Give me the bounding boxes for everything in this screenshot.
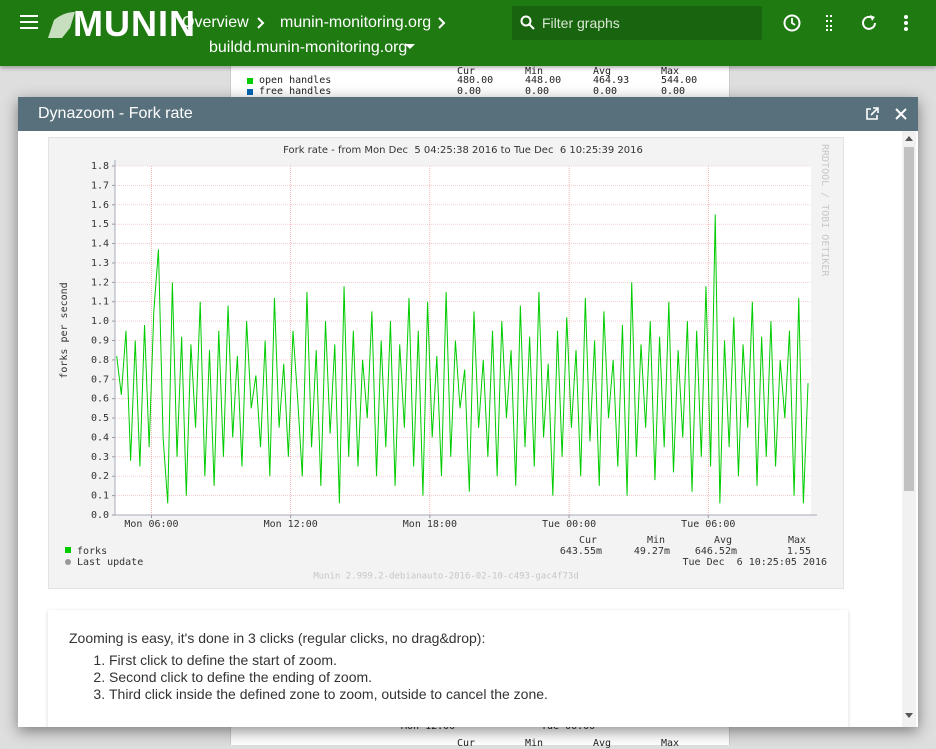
col-header: Min — [525, 738, 544, 749]
refresh-button[interactable] — [860, 14, 878, 32]
close-button[interactable] — [895, 108, 907, 120]
grid-button[interactable] — [826, 14, 834, 32]
cell: 0.00 — [661, 86, 686, 97]
chart: Fork rate - from Mon Dec 5 04:25:38 2016… — [59, 144, 830, 582]
y-tick-label: 0.7 — [91, 374, 109, 385]
stat-header: Max — [788, 535, 806, 546]
stat-header: Avg — [714, 535, 732, 546]
scroll-down[interactable] — [905, 713, 913, 719]
chevron — [438, 17, 446, 29]
scroll-thumb[interactable] — [904, 147, 914, 491]
stat-value: 646.52m — [695, 546, 737, 557]
instruction-step: Third click inside the defined zone to z… — [109, 686, 548, 703]
y-tick-label: 0.5 — [91, 413, 109, 424]
y-tick-label: 1.5 — [91, 219, 109, 230]
modal-title-bar: Dynazoom - Fork rate — [18, 97, 918, 131]
chart-footer: Munin 2.999.2-debianauto-2016-02-10-c493… — [313, 572, 579, 582]
dropdown-arrow[interactable] — [405, 44, 415, 50]
logo-mark — [48, 12, 75, 38]
col-header: Max — [661, 738, 680, 749]
scroll-up[interactable] — [905, 136, 913, 142]
dynazoom-modal: Dynazoom - Fork rate Fork rate - from Mo… — [18, 97, 918, 727]
breadcrumb[interactable]: Overview — [182, 14, 249, 31]
legend-label: forks — [77, 546, 107, 557]
col-header: Avg — [593, 738, 612, 749]
cell: 0.00 — [457, 86, 482, 97]
scrollbar[interactable] — [902, 131, 916, 727]
open-external-button[interactable] — [865, 107, 879, 121]
legend-label: Last update — [77, 557, 143, 568]
stat-value: 49.27m — [634, 546, 670, 557]
y-tick-label: 1.3 — [91, 258, 109, 269]
y-tick-label: 1.0 — [91, 316, 109, 327]
x-tick-label: Mon 06:00 — [124, 519, 178, 530]
search-box[interactable]: Filter graphs — [512, 6, 762, 40]
y-tick-label: 0.8 — [91, 355, 109, 366]
x-tick-label: Tue 00:00 — [542, 519, 596, 530]
row-name: open handles — [259, 75, 332, 86]
stat-value: 643.55m — [560, 546, 602, 557]
col-header: Cur — [457, 738, 476, 749]
y-tick-label: 1.1 — [91, 297, 109, 308]
x-tick-label: Tue 06:00 — [681, 519, 735, 530]
stat-header: Cur — [579, 535, 597, 546]
y-tick-label: 0.3 — [91, 452, 109, 463]
cell: 448.00 — [525, 75, 562, 86]
col-header: Avg — [593, 66, 612, 77]
graph-image[interactable]: Fork rate - from Mon Dec 5 04:25:38 2016… — [48, 137, 844, 589]
cell: 544.00 — [661, 75, 698, 86]
col-header: Cur — [457, 66, 476, 77]
y-axis-label: forks per second — [59, 282, 70, 378]
instruction-step: Second click to define the ending of zoo… — [109, 669, 548, 686]
cell: 0.00 — [593, 86, 618, 97]
cell: 480.00 — [457, 75, 494, 86]
modal-title: Dynazoom - Fork rate — [38, 105, 193, 122]
chart-title: Fork rate - from Mon Dec 5 04:25:38 2016… — [283, 145, 643, 156]
instructions-intro: Zooming is easy, it's done in 3 clicks (… — [69, 630, 486, 646]
search-placeholder: Filter graphs — [542, 15, 620, 31]
search-icon — [520, 15, 535, 30]
time-button[interactable] — [783, 14, 801, 32]
stat-header: Min — [647, 535, 665, 546]
cell: 0.00 — [525, 86, 550, 97]
y-tick-label: 1.2 — [91, 277, 109, 288]
legend-swatch — [247, 89, 253, 95]
y-tick-label: 0.4 — [91, 432, 109, 443]
top-bar: MUNIN Overview munin-monitoring.org buil… — [0, 0, 936, 66]
cell: 464.93 — [593, 75, 630, 86]
breadcrumb[interactable]: buildd.munin-monitoring.org — [209, 39, 408, 56]
instruction-step: First click to define the start of zoom. — [109, 652, 548, 669]
legend-swatch — [247, 78, 253, 84]
more-button[interactable] — [903, 14, 909, 32]
data-line — [116, 214, 809, 504]
col-header: Max — [661, 66, 680, 77]
y-tick-label: 0.2 — [91, 471, 109, 482]
x-tick-label: Mon 18:00 — [403, 519, 457, 530]
instructions-card: Zooming is easy, it's done in 3 clicks (… — [48, 610, 848, 727]
x-tick-label: Mon 12:00 — [264, 519, 318, 530]
y-tick-label: 0.1 — [91, 491, 109, 502]
y-tick-label: 0.9 — [91, 336, 109, 347]
stat-value: 1.55 — [787, 546, 811, 557]
menu-button[interactable] — [20, 14, 38, 30]
legend-swatch — [65, 547, 71, 553]
logo[interactable]: MUNIN — [73, 3, 196, 44]
row-name: free handles — [259, 86, 332, 97]
legend-swatch — [65, 559, 71, 565]
col-header: Min — [525, 66, 544, 77]
y-tick-label: 1.7 — [91, 180, 109, 191]
y-tick-label: 1.6 — [91, 200, 109, 211]
side-label: RRDTOOL / TOBI OETIKER — [819, 144, 830, 277]
instructions-list: First click to define the start of zoom.… — [88, 652, 548, 703]
y-tick-label: 0.6 — [91, 394, 109, 405]
y-tick-label: 1.8 — [91, 161, 109, 172]
last-update: Tue Dec 6 10:25:05 2016 — [683, 557, 828, 568]
y-tick-label: 1.4 — [91, 239, 109, 250]
breadcrumb[interactable]: munin-monitoring.org — [280, 14, 432, 31]
y-tick-label: 0.0 — [91, 510, 109, 521]
chevron — [257, 17, 265, 29]
